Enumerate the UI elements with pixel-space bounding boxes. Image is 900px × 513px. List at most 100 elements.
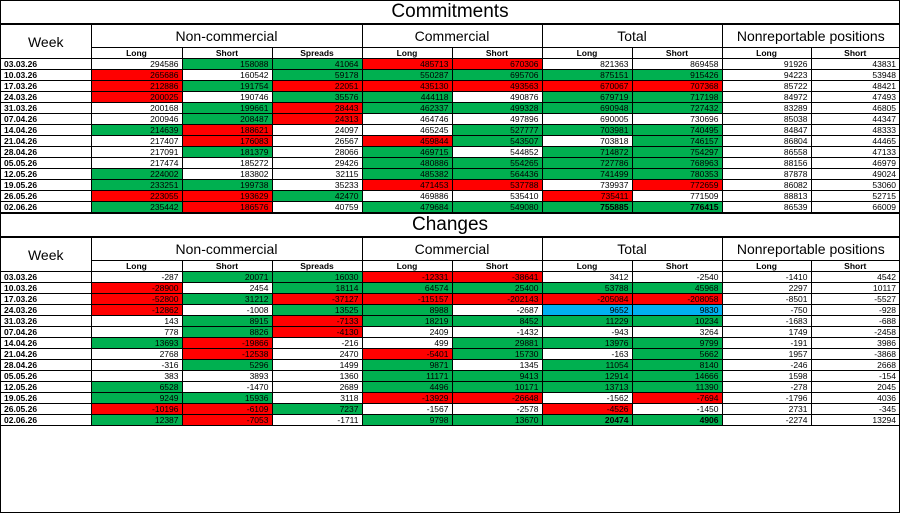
week-cell: 02.06.26 <box>1 414 92 426</box>
value-cell-t-long: 690005 <box>541 113 633 125</box>
value-cell-t-short: 3264 <box>631 326 723 338</box>
col-short: Short <box>631 260 723 272</box>
value-cell-t-long: -4526 <box>541 403 633 415</box>
value-cell-c-short: 13670 <box>451 414 543 426</box>
value-cell-spreads: 22051 <box>271 80 363 92</box>
nonreportable-header: Nonreportable positions <box>721 24 900 48</box>
value-cell-spreads: 18114 <box>271 282 363 294</box>
value-cell-nc-long: 294586 <box>90 58 183 70</box>
value-cell-nr-long: -8501 <box>721 293 812 305</box>
value-cell-t-short: 8140 <box>631 359 723 371</box>
value-cell-nr-long: -2274 <box>721 414 812 426</box>
value-cell-c-long: 435130 <box>361 80 453 92</box>
value-cell-t-long: 679719 <box>541 91 633 103</box>
value-cell-nr-long: 85038 <box>721 113 812 125</box>
value-cell-spreads: 32115 <box>271 168 363 180</box>
week-cell: 21.04.26 <box>1 348 92 360</box>
value-cell-t-short: -7694 <box>631 392 723 404</box>
value-cell-spreads: 28066 <box>271 146 363 158</box>
week-cell: 07.04.26 <box>1 113 92 125</box>
value-cell-spreads: 24097 <box>271 124 363 136</box>
value-cell-c-long: 2409 <box>361 326 453 338</box>
week-cell: 26.05.26 <box>1 403 92 415</box>
table-row: 19.05.26 233251 199738 35233 471453 537788 739… <box>1 179 900 191</box>
value-cell-nc-short: 2454 <box>181 282 273 294</box>
commercial-header: Commercial <box>361 24 543 48</box>
value-cell-nc-short: 193629 <box>181 190 273 202</box>
value-cell-nc-short: -1470 <box>181 381 273 393</box>
value-cell-nr-short: 2045 <box>810 381 900 393</box>
commitments-sub-header: Long Short Spreads Long Short Long Short… <box>1 47 900 59</box>
table-row: 24.03.26 -12862 -1008 13525 8988 -2687 9652 983… <box>1 304 900 316</box>
value-cell-nc-long: 223055 <box>90 190 183 202</box>
value-cell-nc-short: 31212 <box>181 293 273 305</box>
value-cell-nr-long: 86558 <box>721 146 812 158</box>
value-cell-c-long: 9871 <box>361 359 453 371</box>
value-cell-t-short: 780353 <box>631 168 723 180</box>
value-cell-nc-short: 3893 <box>181 370 273 382</box>
commitments-rows: 03.03.26 294586 158088 41064 485713 670306 821… <box>1 58 900 213</box>
value-cell-c-short: 29881 <box>451 337 543 349</box>
week-cell: 10.03.26 <box>1 69 92 81</box>
value-cell-c-short: 499328 <box>451 102 543 114</box>
value-cell-c-short: 497896 <box>451 113 543 125</box>
value-cell-c-long: 499 <box>361 337 453 349</box>
table-row: 31.03.26 200168 199661 28443 462337 499328 690… <box>1 102 900 114</box>
value-cell-nr-short: 53948 <box>810 69 900 81</box>
value-cell-t-long: 739937 <box>541 179 633 191</box>
value-cell-nc-long: 224002 <box>90 168 183 180</box>
value-cell-t-long: 735411 <box>541 190 633 202</box>
value-cell-nr-long: 2297 <box>721 282 812 294</box>
value-cell-nr-long: -1683 <box>721 315 812 327</box>
week-cell: 14.04.26 <box>1 337 92 349</box>
value-cell-nc-long: 200946 <box>90 113 183 125</box>
commercial-header: Commercial <box>361 237 543 261</box>
value-cell-c-long: 4496 <box>361 381 453 393</box>
value-cell-nr-long: 84972 <box>721 91 812 103</box>
value-cell-t-long: 755885 <box>541 201 633 213</box>
table-row: 05.05.26 217474 185272 29426 480886 554265 727… <box>1 157 900 169</box>
value-cell-nr-long: -1410 <box>721 271 812 283</box>
value-cell-spreads: 26567 <box>271 135 363 147</box>
value-cell-nr-short: -345 <box>810 403 900 415</box>
value-cell-t-long: 670067 <box>541 80 633 92</box>
week-header: Week <box>1 237 92 272</box>
changes-section: Changes Week Non-commercial Commercial T… <box>1 213 900 426</box>
value-cell-nr-long: 86539 <box>721 201 812 213</box>
col-long: Long <box>361 47 453 59</box>
value-cell-t-long: 53788 <box>541 282 633 294</box>
week-cell: 21.04.26 <box>1 135 92 147</box>
table-row: 03.03.26 294586 158088 41064 485713 670306 821… <box>1 58 900 70</box>
value-cell-spreads: 28443 <box>271 102 363 114</box>
value-cell-nr-short: 43831 <box>810 58 900 70</box>
value-cell-nc-short: -7053 <box>181 414 273 426</box>
value-cell-nc-long: -12862 <box>90 304 183 316</box>
changes-rows: 03.03.26 -287 20071 16030 -12331 -38641 3412 -2… <box>1 271 900 426</box>
table-row: 02.06.26 12387 -7053 -1711 9798 13670 20474 490… <box>1 414 900 426</box>
table-row: 19.05.26 9249 15936 3118 -13929 -26648 -1562 -7… <box>1 392 900 404</box>
value-cell-c-short: 549080 <box>451 201 543 213</box>
value-cell-t-long: 741499 <box>541 168 633 180</box>
value-cell-c-short: 490876 <box>451 91 543 103</box>
value-cell-nr-long: -246 <box>721 359 812 371</box>
value-cell-nr-short: -2458 <box>810 326 900 338</box>
value-cell-nc-long: 2768 <box>90 348 183 360</box>
col-long: Long <box>91 47 183 59</box>
value-cell-nr-short: 46979 <box>810 157 900 169</box>
value-cell-t-long: 12914 <box>541 370 633 382</box>
value-cell-c-short: 695706 <box>451 69 543 81</box>
value-cell-t-short: 771509 <box>631 190 723 202</box>
value-cell-nc-short: 181379 <box>181 146 273 158</box>
value-cell-nc-short: 190746 <box>181 91 273 103</box>
value-cell-spreads: 2689 <box>271 381 363 393</box>
changes-title: Changes <box>1 214 899 237</box>
total-header: Total <box>541 237 723 261</box>
value-cell-t-short: 717198 <box>631 91 723 103</box>
col-short: Short <box>810 47 900 59</box>
value-cell-spreads: -7133 <box>271 315 363 327</box>
value-cell-spreads: 1499 <box>271 359 363 371</box>
value-cell-nr-long: 86804 <box>721 135 812 147</box>
value-cell-nr-long: -1796 <box>721 392 812 404</box>
value-cell-nc-long: 200168 <box>90 102 183 114</box>
